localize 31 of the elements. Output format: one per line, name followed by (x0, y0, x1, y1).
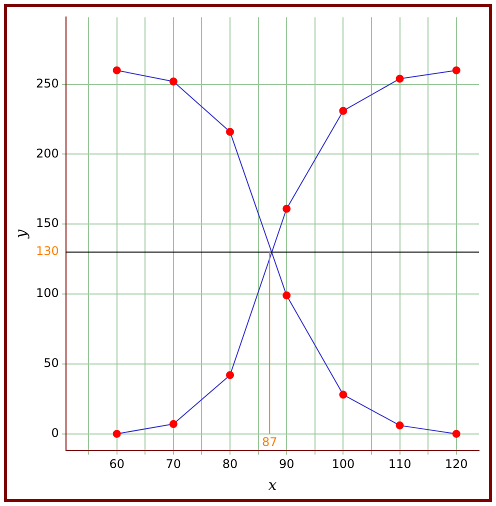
y-tick-label: 200 (36, 146, 59, 160)
y-tick-label: 0 (51, 426, 59, 440)
point (282, 291, 291, 300)
point (452, 66, 460, 74)
y-tick-label: 100 (36, 286, 59, 300)
y-tick-label: 150 (36, 216, 59, 230)
x-tick-label: 80 (222, 456, 238, 471)
y-tick-label: 250 (36, 76, 59, 90)
x-tick-label: 100 (332, 456, 355, 471)
point (339, 390, 348, 399)
point (112, 430, 121, 438)
x-tick-label: 110 (388, 456, 412, 471)
point (396, 74, 404, 83)
x-tick-label: 60 (109, 456, 124, 471)
ref-line-label: 130 (36, 244, 59, 258)
x-tick-label: 120 (444, 456, 468, 471)
point (226, 371, 234, 380)
ref-line-label: 87 (262, 434, 278, 449)
point (396, 421, 404, 430)
point (226, 128, 234, 136)
point (112, 66, 121, 74)
x-tick-label: 90 (278, 456, 294, 471)
y-tick-label: 50 (44, 356, 59, 370)
x-axis-title: x (268, 476, 278, 494)
point (169, 420, 178, 428)
point (339, 106, 348, 115)
x-tick-label: 70 (166, 456, 182, 471)
point (452, 430, 460, 438)
point (169, 78, 178, 86)
y-axis-title: y (12, 229, 30, 240)
point (282, 204, 291, 213)
